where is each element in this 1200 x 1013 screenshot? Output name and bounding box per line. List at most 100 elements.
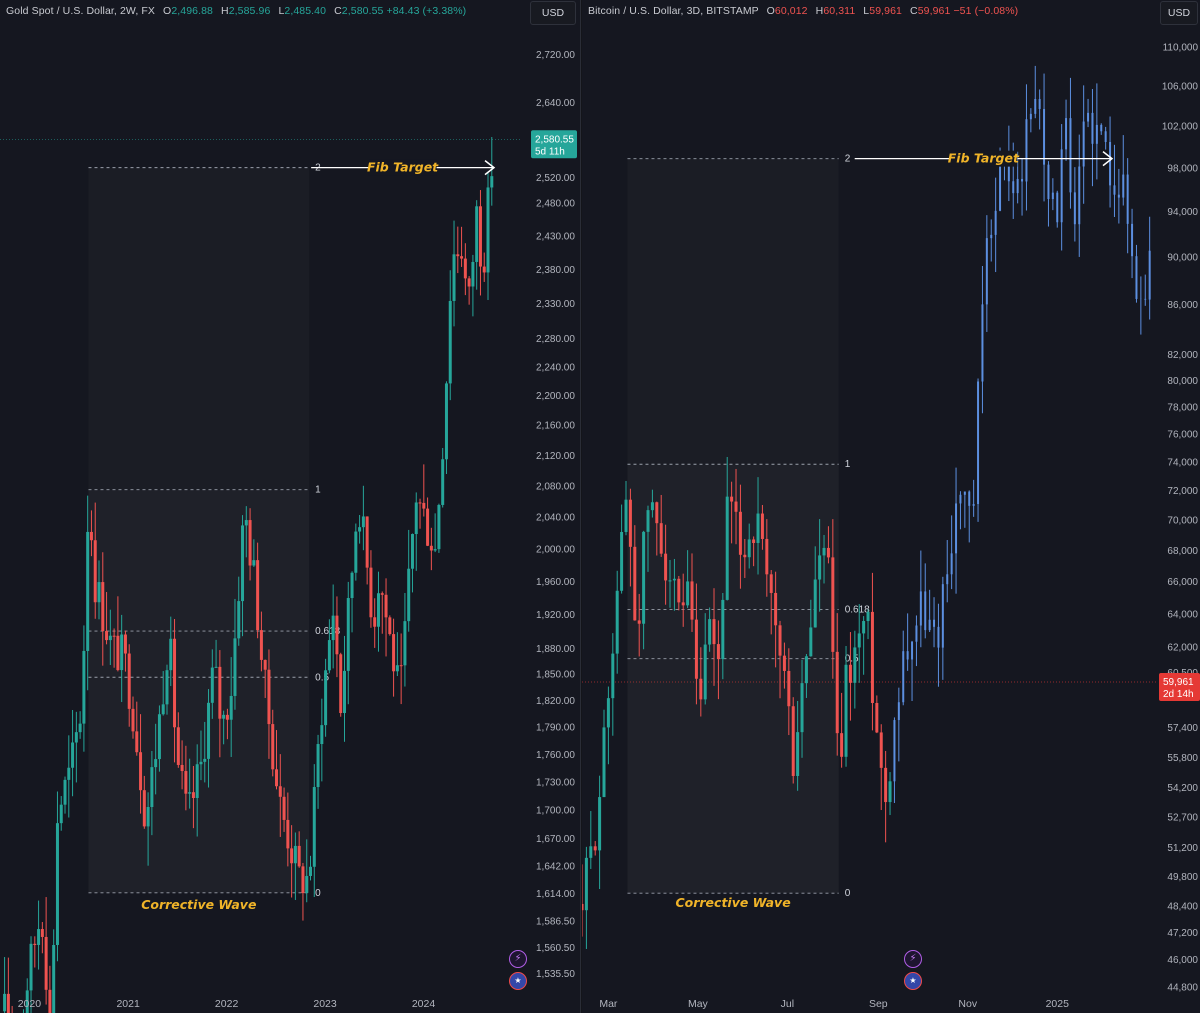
- bitcoin-y-tick-label: 82,000: [1167, 350, 1198, 361]
- bitcoin-candle-body: [818, 555, 822, 580]
- bitcoin-candle-body: [734, 501, 738, 512]
- gold-candle-body: [86, 531, 90, 651]
- gold-candle-body: [460, 256, 464, 259]
- bitcoin-candle-body: [879, 732, 883, 768]
- us-flag-icon[interactable]: ★: [509, 972, 527, 990]
- bitcoin-currency-button[interactable]: USD: [1160, 1, 1198, 25]
- bitcoin-candle-body: [848, 664, 852, 683]
- gold-candle-body: [131, 708, 135, 732]
- bitcoin-candle-body: [672, 578, 676, 581]
- gold-candle-body: [486, 187, 490, 273]
- bitcoin-candle-body: [598, 797, 602, 851]
- bitcoin-bar-countdown: 2d 14h: [1163, 689, 1194, 700]
- bitcoin-candle-body: [642, 531, 646, 624]
- gold-y-tick-label: 1,700.00: [536, 806, 575, 817]
- gold-y-tick-label: 2,080.00: [536, 481, 575, 492]
- bitcoin-fib-extension-zone: [627, 158, 839, 465]
- gold-candle-body: [199, 761, 203, 765]
- bitcoin-fib-level-label: 0.5: [845, 654, 859, 665]
- bitcoin-corrective-wave-label: Corrective Wave: [675, 895, 790, 910]
- bitcoin-candle-body: [769, 574, 773, 593]
- bitcoin-symbol-title[interactable]: Bitcoin / U.S. Dollar, 3D, BITSTAMP: [588, 5, 759, 17]
- bitcoin-candle-body: [694, 619, 698, 679]
- gold-candle-body: [422, 502, 426, 509]
- gold-candle-body: [376, 593, 380, 627]
- bitcoin-change-value: −51 (−0.08%): [953, 5, 1019, 17]
- bitcoin-candle-body: [835, 651, 839, 734]
- bitcoin-y-tick-label: 47,200: [1167, 928, 1198, 939]
- bitcoin-candle-body: [884, 767, 888, 803]
- gold-y-tick-label: 1,820.00: [536, 696, 575, 707]
- gold-y-tick-label: 1,850.00: [536, 670, 575, 681]
- bitcoin-candle-body: [765, 538, 769, 575]
- gold-symbol-title[interactable]: Gold Spot / U.S. Dollar, 2W, FX: [6, 5, 155, 17]
- gold-candle-body: [418, 502, 422, 504]
- bitcoin-candle-body: [681, 602, 685, 606]
- gold-candle-body: [373, 617, 377, 627]
- bitcoin-candle-body: [703, 644, 707, 700]
- bitcoin-y-tick-label: 44,800: [1167, 982, 1198, 993]
- bitcoin-fib-target-label-bg: [949, 150, 1018, 167]
- gold-bar-countdown: 5d 11h: [535, 146, 565, 157]
- gold-candle-body: [407, 568, 411, 622]
- gold-candle-body: [29, 943, 33, 991]
- gold-candle-body: [312, 787, 316, 867]
- gold-candle-body: [384, 594, 388, 618]
- gold-fib-level-label: 0: [315, 888, 321, 899]
- gold-candle-body: [410, 534, 414, 569]
- gold-candle-body: [271, 724, 275, 770]
- bitcoin-candle-body: [756, 513, 760, 543]
- bitcoin-candle-body: [593, 846, 597, 851]
- gold-candle-body: [414, 502, 418, 535]
- bitcoin-candle-body: [809, 627, 813, 657]
- bitcoin-y-tick-label: 76,000: [1167, 430, 1198, 441]
- gold-y-tick-label: 2,240.00: [536, 362, 575, 373]
- bitcoin-candle-body: [774, 592, 778, 626]
- gold-low-value: 2,485.40: [284, 5, 327, 17]
- bitcoin-candle-body: [659, 523, 663, 554]
- gold-candle-body: [346, 598, 350, 671]
- gold-high-key: H: [221, 5, 229, 17]
- gold-fib-extension-zone: [88, 167, 310, 490]
- gold-candle-body: [120, 634, 124, 671]
- bitcoin-candle-body: [804, 656, 808, 684]
- gold-x-tick-label: 2020: [18, 998, 42, 1010]
- bitcoin-y-tick-label: 64,000: [1167, 609, 1198, 620]
- bitcoin-chart-pane[interactable]: 2 1 0.618 0.5 0 Fib Target Corrective Wave 110,…: [582, 0, 1200, 1013]
- bolt-icon[interactable]: ⚡: [904, 950, 922, 968]
- bitcoin-candle-body: [584, 857, 588, 911]
- bitcoin-x-tick-label: Nov: [958, 998, 977, 1010]
- gold-candle-body: [59, 804, 63, 824]
- bitcoin-candle-body: [787, 670, 791, 707]
- gold-currency-button[interactable]: USD: [530, 1, 576, 25]
- gold-candle-body: [195, 764, 199, 798]
- gold-x-tick-label: 2024: [412, 998, 436, 1010]
- gold-candle-body: [437, 504, 441, 550]
- bolt-icon[interactable]: ⚡: [509, 950, 527, 968]
- us-flag-icon[interactable]: ★: [904, 972, 922, 990]
- bitcoin-y-tick-label: 106,000: [1162, 81, 1199, 92]
- bitcoin-y-tick-label: 55,800: [1167, 753, 1198, 764]
- gold-y-tick-label: 2,380.00: [536, 265, 575, 276]
- bitcoin-last-price-badge-bg: [1159, 673, 1200, 702]
- gold-last-price-value: 2,580.55: [535, 134, 574, 145]
- gold-candle-body: [184, 771, 188, 794]
- bitcoin-candle-body: [677, 578, 681, 603]
- gold-x-tick-label: 2023: [313, 998, 337, 1010]
- gold-y-tick-label: 2,430.00: [536, 231, 575, 242]
- gold-candle-body: [301, 866, 305, 894]
- gold-candle-body: [354, 531, 358, 573]
- bitcoin-candle-body: [690, 581, 694, 620]
- gold-candle-body: [433, 549, 437, 551]
- gold-candle-body: [6, 993, 10, 1013]
- bitcoin-chart-canvas[interactable]: 2 1 0.618 0.5 0 Fib Target Corrective Wave 110,…: [582, 0, 1200, 1013]
- gold-candle-body: [135, 731, 139, 753]
- gold-candle-body: [358, 527, 362, 532]
- bitcoin-candle-body: [708, 619, 712, 645]
- gold-candle-body: [305, 875, 309, 894]
- gold-candle-body: [3, 993, 7, 1012]
